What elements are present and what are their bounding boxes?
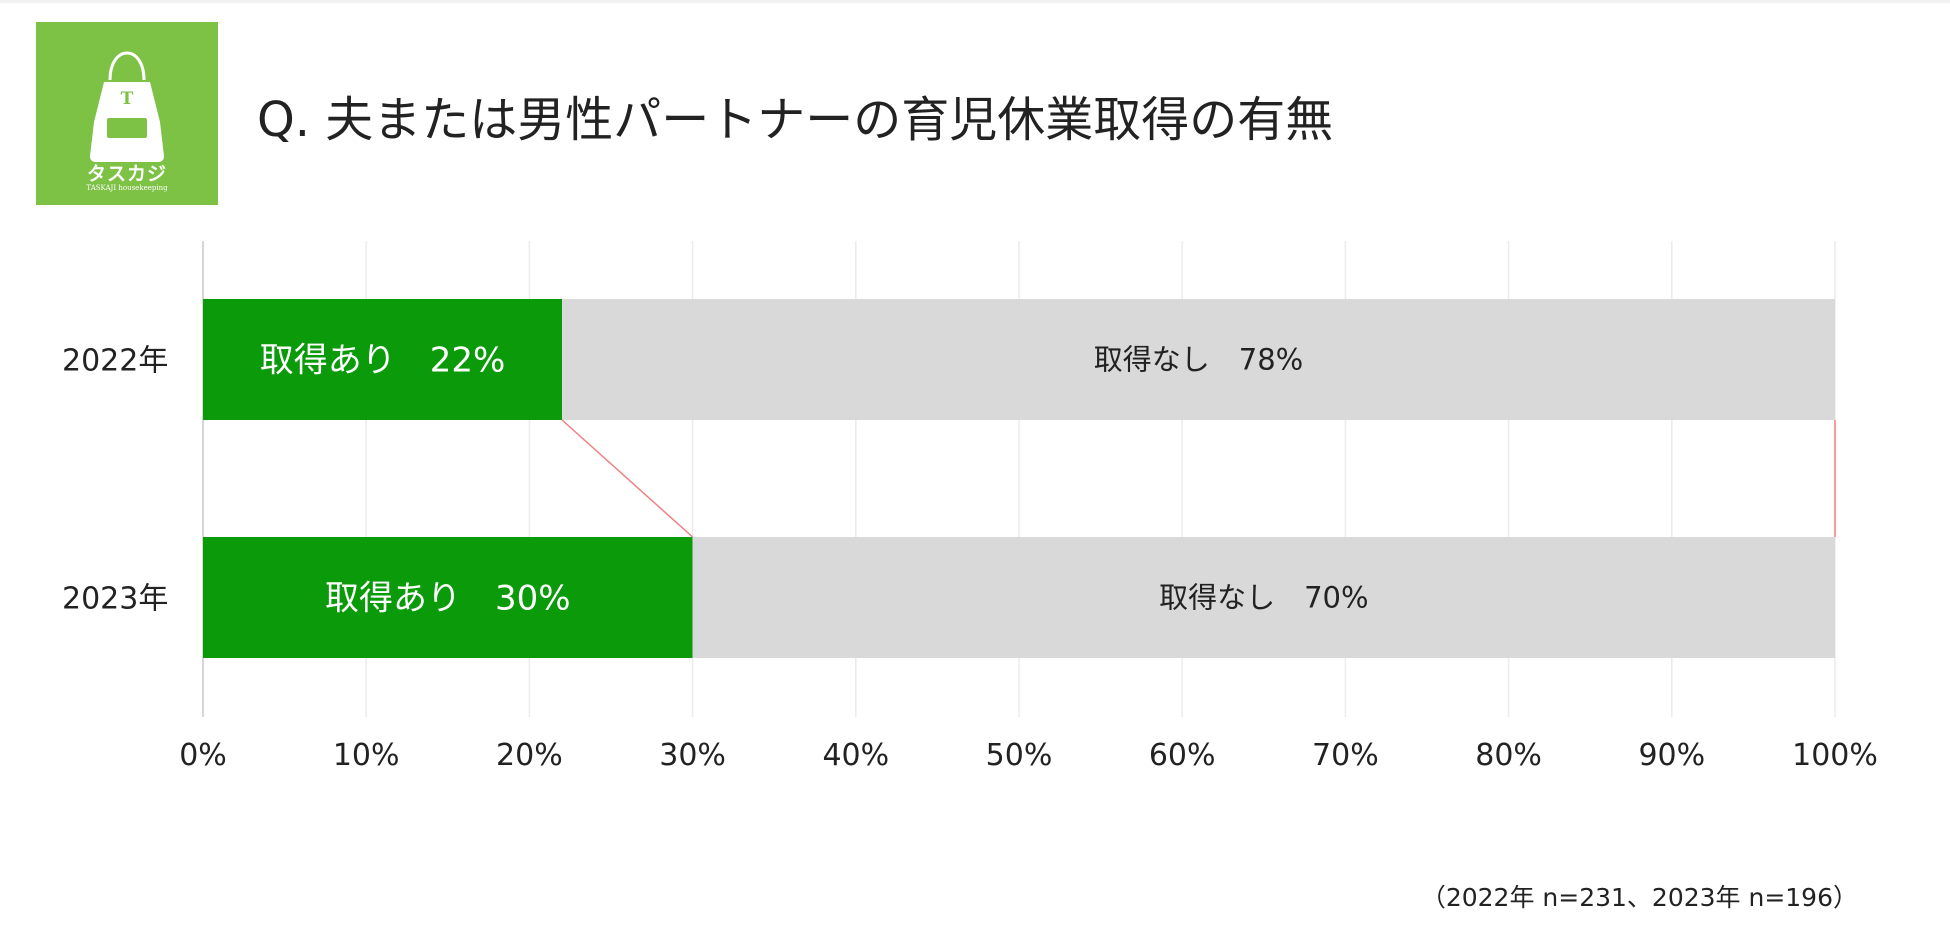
stacked-bar-chart: 0% 10% 20% 30% 40% 50% 60% 70% 80% 90% 100% 2022年 20… (62, 241, 1878, 773)
bar-segment (203, 299, 563, 420)
x-tick-label: 60% (1149, 738, 1216, 773)
x-tick-label: 20% (496, 738, 563, 773)
sample-size-note: （2022年 n=231、2023年 n=196） (1420, 883, 1858, 912)
data-label: 取得あり 30% (325, 579, 571, 619)
x-tick-label: 100% (1792, 738, 1878, 773)
bar-segment (562, 299, 1835, 420)
x-tick-label: 30% (659, 738, 726, 773)
top-divider (0, 0, 1950, 3)
apron-letter: T (121, 89, 134, 109)
x-tick-label: 90% (1638, 738, 1705, 773)
x-tick-label: 0% (179, 738, 227, 773)
chart-title: Q. 夫または男性パートナーの育児休業取得の有無 (257, 92, 1334, 148)
bar-segment (692, 537, 1835, 658)
logo-brand-subtitle: TASKAJI housekeeping (86, 184, 168, 192)
category-label: 2022年 (62, 344, 168, 379)
category-label: 2023年 (62, 582, 168, 617)
logo-brand-name: タスカジ (86, 163, 167, 185)
taskaji-logo: T タスカジ TASKAJI housekeeping (36, 22, 218, 205)
apron-icon: T (90, 51, 164, 162)
series-connector-line (561, 419, 694, 538)
x-tick-label: 10% (333, 738, 400, 773)
bar-segment (203, 537, 693, 658)
x-tick-label: 40% (822, 738, 889, 773)
x-tick-label: 80% (1475, 738, 1542, 773)
data-label: 取得あり 22% (260, 341, 506, 381)
x-tick-label: 50% (986, 738, 1053, 773)
x-tick-label: 70% (1312, 738, 1379, 773)
data-label: 取得なし 78% (1094, 343, 1303, 377)
data-label: 取得なし 70% (1159, 581, 1368, 615)
